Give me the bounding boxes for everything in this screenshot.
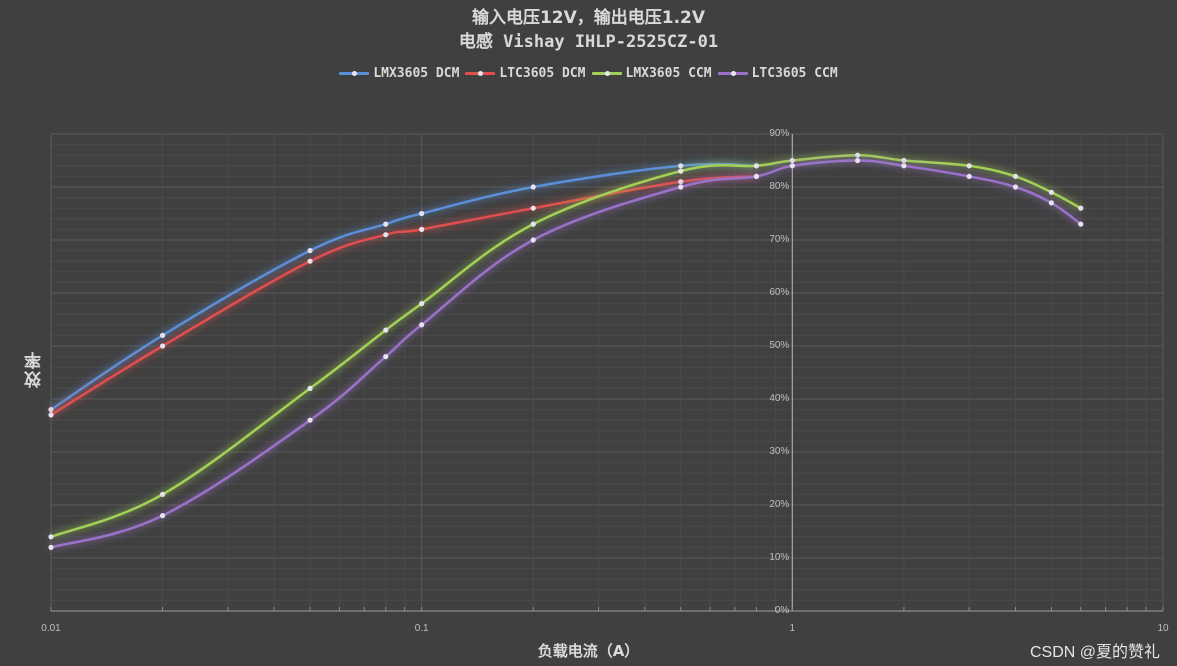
data-point[interactable] bbox=[678, 163, 684, 169]
data-point[interactable] bbox=[901, 157, 907, 164]
data-point[interactable] bbox=[530, 221, 536, 227]
legend-label: LTC3605 CCM bbox=[751, 66, 838, 81]
y-tick-label: 90% bbox=[769, 128, 790, 139]
axes bbox=[50, 134, 1164, 612]
watermark: CSDN @夏的赞礼 bbox=[1029, 644, 1160, 661]
data-point[interactable] bbox=[307, 248, 313, 254]
chart-subtitle: 电感 Vishay IHLP-2525CZ-01 bbox=[458, 32, 719, 52]
series-lmx3605-dcm[interactable] bbox=[48, 162, 760, 413]
data-point[interactable] bbox=[383, 232, 389, 238]
y-tick-label: 70% bbox=[769, 234, 790, 245]
y-tick-label: 60% bbox=[769, 287, 790, 298]
data-point[interactable] bbox=[789, 157, 795, 164]
y-tick-label: 40% bbox=[769, 393, 790, 404]
data-point[interactable] bbox=[419, 322, 425, 328]
data-point[interactable] bbox=[419, 301, 425, 307]
y-tick-label: 30% bbox=[769, 446, 790, 457]
data-point[interactable] bbox=[307, 417, 313, 423]
data-point[interactable] bbox=[159, 343, 166, 349]
data-point[interactable] bbox=[383, 354, 389, 360]
data-point[interactable] bbox=[530, 205, 536, 211]
x-tick-label: 10 bbox=[1157, 623, 1169, 634]
data-point[interactable] bbox=[48, 407, 54, 413]
data-point[interactable] bbox=[530, 237, 536, 243]
data-point[interactable] bbox=[383, 221, 389, 227]
legend-line-icon bbox=[339, 71, 370, 76]
data-point[interactable] bbox=[753, 163, 760, 169]
data-point[interactable] bbox=[1078, 205, 1084, 211]
data-point[interactable] bbox=[678, 179, 684, 185]
legend-label: LTC3605 DCM bbox=[499, 66, 586, 81]
data-point[interactable] bbox=[678, 168, 684, 174]
series-ltc3605-ccm[interactable] bbox=[48, 157, 1084, 551]
chart-legend: LMX3605 DCM LTC3605 DCM LMX3605 CCM LTC3… bbox=[0, 66, 1177, 81]
series-ltc3605-dcm[interactable] bbox=[48, 173, 760, 418]
data-point[interactable] bbox=[901, 163, 907, 169]
y-tick-label: 10% bbox=[769, 552, 790, 563]
x-tick-label: 0.1 bbox=[414, 623, 429, 634]
data-point[interactable] bbox=[1012, 184, 1019, 190]
data-point[interactable] bbox=[383, 327, 389, 333]
data-point[interactable] bbox=[855, 157, 861, 164]
data-point[interactable] bbox=[753, 173, 760, 179]
data-point[interactable] bbox=[1078, 221, 1084, 227]
legend-label: LMX3605 DCM bbox=[373, 66, 460, 81]
data-point[interactable] bbox=[678, 184, 684, 190]
data-point[interactable] bbox=[48, 412, 54, 418]
data-point[interactable] bbox=[48, 534, 54, 540]
y-tick-label: 80% bbox=[769, 181, 790, 192]
data-point[interactable] bbox=[159, 513, 166, 519]
data-point[interactable] bbox=[48, 544, 54, 551]
data-point[interactable] bbox=[530, 184, 536, 190]
data-point[interactable] bbox=[1012, 173, 1019, 179]
legend-line-icon bbox=[717, 71, 748, 76]
x-tick-label: 0.01 bbox=[41, 623, 61, 634]
y-tick-label: 20% bbox=[769, 499, 790, 510]
legend-label: LMX3605 CCM bbox=[625, 66, 712, 81]
legend-item-ltc-dcm[interactable]: LTC3605 DCM bbox=[465, 66, 586, 81]
data-point[interactable] bbox=[855, 152, 861, 158]
data-point[interactable] bbox=[419, 210, 425, 217]
chart-title: 输入电压12V，输出电压1.2V bbox=[471, 8, 706, 28]
x-tick-label: 1 bbox=[789, 623, 796, 634]
y-tick-label: 0% bbox=[774, 605, 790, 616]
data-point[interactable] bbox=[307, 258, 313, 264]
legend-line-icon bbox=[465, 71, 496, 76]
data-point[interactable] bbox=[789, 163, 795, 169]
data-point[interactable] bbox=[307, 385, 313, 391]
data-series bbox=[48, 152, 1084, 551]
data-point[interactable] bbox=[966, 173, 972, 179]
legend-item-lmx-dcm[interactable]: LMX3605 DCM bbox=[339, 66, 459, 81]
y-tick-label: 50% bbox=[769, 340, 790, 351]
data-point[interactable] bbox=[159, 332, 166, 338]
data-point[interactable] bbox=[1048, 200, 1055, 206]
legend-item-lmx-ccm[interactable]: LMX3605 CCM bbox=[591, 66, 712, 81]
data-point[interactable] bbox=[966, 163, 972, 169]
data-point[interactable] bbox=[159, 491, 166, 497]
legend-line-icon bbox=[591, 71, 622, 76]
data-point[interactable] bbox=[419, 226, 425, 232]
series-lmx3605-ccm[interactable] bbox=[48, 152, 1084, 540]
x-axis-title: 负载电流（A） bbox=[537, 642, 640, 660]
y-axis-title: 效率 bbox=[25, 350, 45, 388]
grid-lines bbox=[50, 133, 1164, 612]
data-point[interactable] bbox=[1048, 189, 1055, 195]
legend-item-ltc-ccm[interactable]: LTC3605 CCM bbox=[717, 66, 838, 81]
